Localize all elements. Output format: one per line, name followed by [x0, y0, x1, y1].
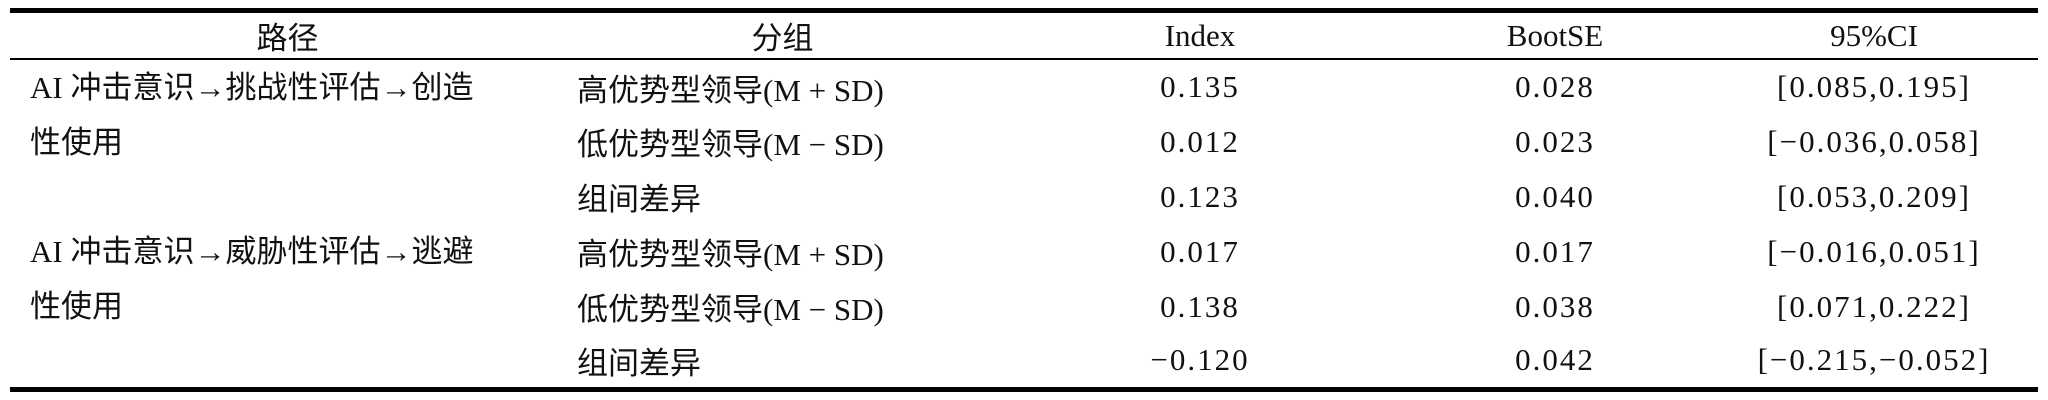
- path-column-header: 路径: [10, 10, 565, 60]
- index-cell: 0.017: [1160, 233, 1240, 269]
- table-row: AI 冲击意识→挑战性评估→创造 性使用 高优势型领导(M + SD) 0.13…: [10, 59, 2038, 160]
- group-cell: 低优势型领导(M − SD): [577, 292, 884, 327]
- index-cell: 0.123: [1160, 178, 1240, 214]
- ci-cell: [−0.036,0.058]: [1767, 123, 1981, 159]
- bootse-cell: 0.028: [1515, 69, 1595, 104]
- index-column-header: Index: [1000, 10, 1400, 60]
- bootse-column-header: BootSE: [1400, 10, 1710, 60]
- table-row: 低优势型领导(M − SD) 0.012 0.023 [−0.036,0.058…: [10, 114, 2038, 169]
- ci-cell: [0.085,0.195]: [1777, 69, 1971, 104]
- index-cell: 0.135: [1160, 69, 1240, 104]
- index-cell: −0.120: [1150, 342, 1250, 378]
- ci-cell: [0.053,0.209]: [1777, 178, 1971, 214]
- group-cell: 低优势型领导(M − SD): [577, 127, 884, 162]
- ci-cell: [−0.016,0.051]: [1767, 233, 1981, 269]
- index-cell: 0.012: [1160, 123, 1240, 159]
- ci-column-header: 95%CI: [1710, 10, 2038, 60]
- group-cell: 高优势型领导(M + SD): [577, 72, 884, 108]
- index-cell: 0.138: [1160, 288, 1240, 324]
- bootse-cell: 0.023: [1515, 123, 1595, 159]
- header-row: 路径 分组 Index BootSE 95%CI: [10, 10, 2038, 60]
- group-cell: 组间差异: [577, 345, 701, 381]
- table-row: 组间差异 0.123 0.040 [0.053,0.209]: [10, 169, 2038, 224]
- bootse-cell: 0.040: [1515, 178, 1595, 214]
- ci-cell: [0.071,0.222]: [1777, 288, 1971, 324]
- group-column-header: 分组: [565, 10, 1000, 60]
- table-row: AI 冲击意识→威胁性评估→逃避 性使用 高优势型领导(M + SD) 0.01…: [10, 224, 2038, 325]
- group-cell: 高优势型领导(M + SD): [577, 237, 884, 272]
- table-row: 低优势型领导(M − SD) 0.138 0.038 [0.071,0.222]: [10, 279, 2038, 334]
- bootse-cell: 0.017: [1515, 233, 1595, 269]
- ci-cell: [−0.215,−0.052]: [1757, 342, 1991, 378]
- path-cell: AI 冲击意识→威胁性评估→逃避 性使用: [30, 234, 474, 324]
- table-row: 组间差异 −0.120 0.042 [−0.215,−0.052]: [10, 334, 2038, 389]
- moderated-mediation-table: 路径 分组 Index BootSE 95%CI AI 冲击意识→挑战性评估→创…: [10, 8, 2038, 392]
- path-cell: AI 冲击意识→挑战性评估→创造 性使用: [30, 70, 474, 160]
- bootse-cell: 0.038: [1515, 288, 1595, 324]
- group-cell: 组间差异: [577, 182, 701, 217]
- bootse-cell: 0.042: [1515, 342, 1595, 378]
